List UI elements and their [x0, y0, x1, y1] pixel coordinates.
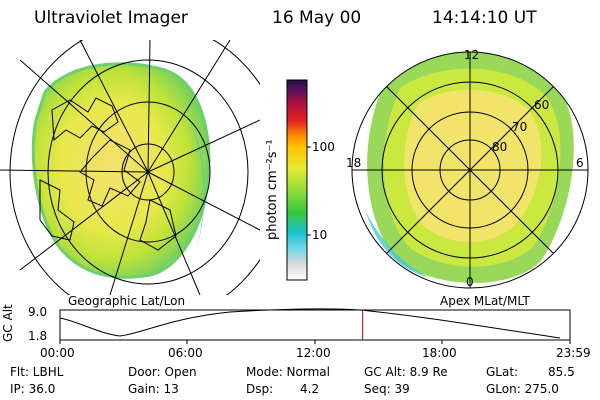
- mlt-label-right: 6: [576, 156, 584, 170]
- status-mode: Mode: Normal: [246, 365, 330, 379]
- time-tick-0000: 00:00: [40, 346, 75, 360]
- mlat-label-60: 60: [534, 98, 550, 112]
- status-glat-value: 85.5: [548, 365, 575, 379]
- altitude-x-ticks: [59, 340, 571, 344]
- geo-lat-circle-4: [9, 40, 260, 295]
- geo-meridians: [0, 40, 260, 295]
- status-gc-alt: GC Alt: 8.9 Re: [364, 365, 448, 379]
- dayglow-edge: [188, 120, 205, 250]
- coastline-asia: [139, 199, 177, 251]
- mlat-label-80: 80: [492, 140, 508, 154]
- status-seq: Seq: 39: [364, 382, 410, 396]
- status-dsp-value: 4.2: [300, 382, 320, 396]
- mlat-label-70: 70: [512, 120, 528, 134]
- geographic-panel-label: Geographic Lat/Lon: [68, 294, 186, 308]
- status-filter: Flt: LBHL: [10, 365, 64, 379]
- time-tick-1200: 12:00: [296, 346, 331, 360]
- status-dsp: Dsp:: [246, 382, 274, 396]
- mlt-label-top: 12: [464, 48, 480, 62]
- auroral-oval-geo: [31, 62, 211, 279]
- status-door: Door: Open: [128, 365, 197, 379]
- altitude-curve: [59, 308, 561, 339]
- geographic-image: [0, 40, 260, 295]
- colorbar-label-10: 10: [312, 228, 328, 242]
- date-label: 16 May 00: [272, 8, 362, 28]
- colorbar-unit-label: photon cm⁻²s⁻¹: [265, 139, 280, 240]
- colorbar-label-100: 100: [312, 140, 335, 154]
- status-glat: GLat:: [486, 365, 519, 379]
- time-tick-2359: 23:59: [556, 346, 591, 360]
- coastline-europe: [79, 139, 141, 207]
- auroral-oval-mag-inner: [404, 89, 542, 243]
- geo-lat-circle-2: [85, 101, 211, 243]
- altitude-ytick-low: 1.8: [28, 329, 48, 343]
- status-gain: Gain: 13: [128, 382, 179, 396]
- time-tick-0600: 06:00: [168, 346, 203, 360]
- coastline-greenland: [51, 97, 119, 142]
- colorbar: [286, 79, 308, 281]
- magnetic-panel-label: Apex MLat/MLT: [440, 294, 530, 308]
- time-label: 14:14:10 UT: [432, 8, 537, 28]
- status-ip: IP: 36.0: [10, 382, 56, 396]
- altitude-axis-label: GC Alt: [1, 304, 15, 342]
- geo-lat-circle-3: [47, 59, 249, 285]
- instrument-title: Ultraviolet Imager: [34, 8, 188, 28]
- altitude-ytick-high: 9.0: [28, 305, 48, 319]
- coastline-america: [39, 179, 75, 241]
- mag-grid: [351, 51, 589, 289]
- mlt-label-bottom: 0: [466, 275, 474, 289]
- altitude-plot-frame: [59, 309, 571, 341]
- time-tick-1800: 18:00: [422, 346, 457, 360]
- status-glon: GLon: 275.0: [486, 382, 559, 396]
- mlt-label-left: 18: [346, 156, 362, 170]
